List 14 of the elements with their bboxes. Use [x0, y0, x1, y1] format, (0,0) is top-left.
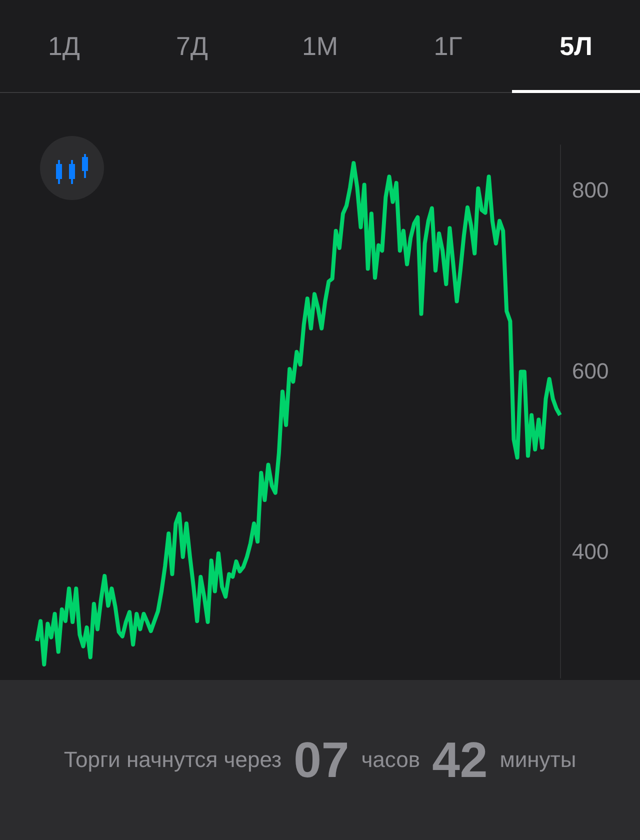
text: 1Д	[46, 30, 82, 63]
text: 07	[294, 731, 350, 789]
text: 7Д	[174, 30, 210, 63]
text: 5Л	[512, 0, 640, 92]
y-tick-label: 600	[572, 358, 609, 384]
text: 1Г	[432, 30, 464, 63]
text: часов	[361, 747, 420, 773]
y-tick-label: 800	[572, 178, 609, 203]
line-series	[35, 161, 562, 666]
text: минуты	[500, 747, 576, 773]
text: Торги начнутся через	[64, 747, 282, 773]
text: 42	[432, 731, 488, 789]
y-tick-label: 400	[572, 539, 609, 564]
text: 1М	[300, 30, 340, 63]
